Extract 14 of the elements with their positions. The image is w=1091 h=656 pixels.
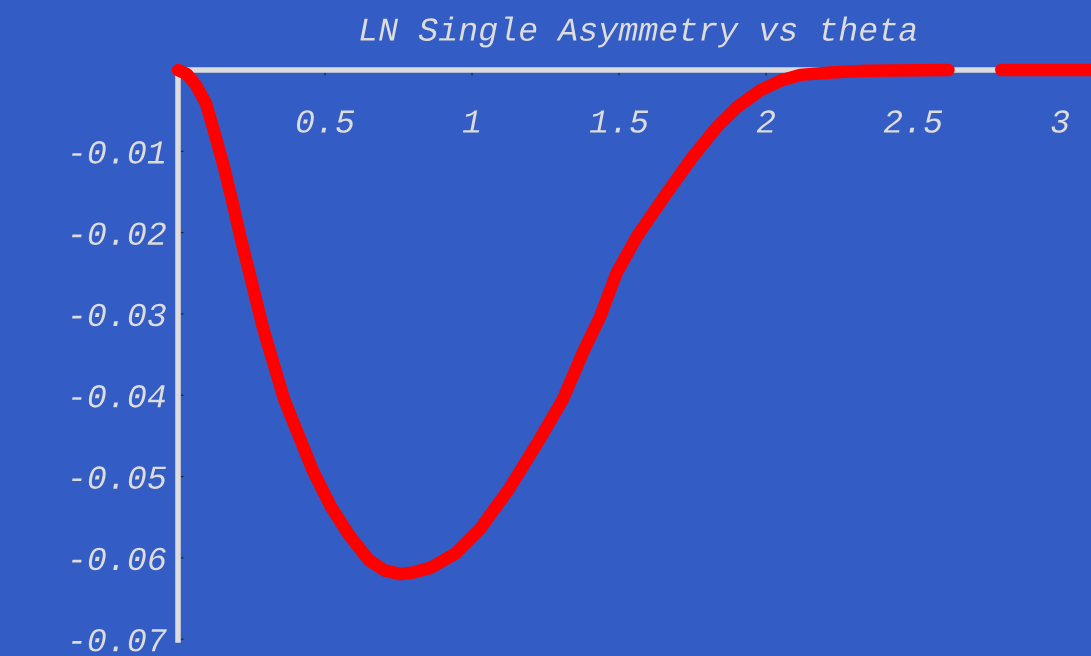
y-tick-label: -0.05	[72, 466, 166, 489]
y-tick-label: -0.04	[72, 385, 165, 408]
y-tick-label: -0.02	[72, 222, 166, 246]
y-tick-label: -0.03	[72, 303, 166, 327]
y-tick-label: -0.07	[72, 628, 167, 652]
chart-title: LN Single Asymmetry vs theta	[360, 16, 916, 48]
x-tick-label: 2	[756, 110, 775, 133]
x-tick-label: 1	[462, 110, 480, 133]
y-tick-label: -0.01	[72, 141, 165, 164]
x-tick-label: 2.5	[883, 110, 943, 133]
x-tick-label: 0.5	[296, 110, 355, 133]
x-tick-label: 3	[1051, 110, 1069, 133]
y-tick-label: -0.06	[72, 547, 166, 571]
x-tick-label: 1.5	[589, 110, 649, 133]
